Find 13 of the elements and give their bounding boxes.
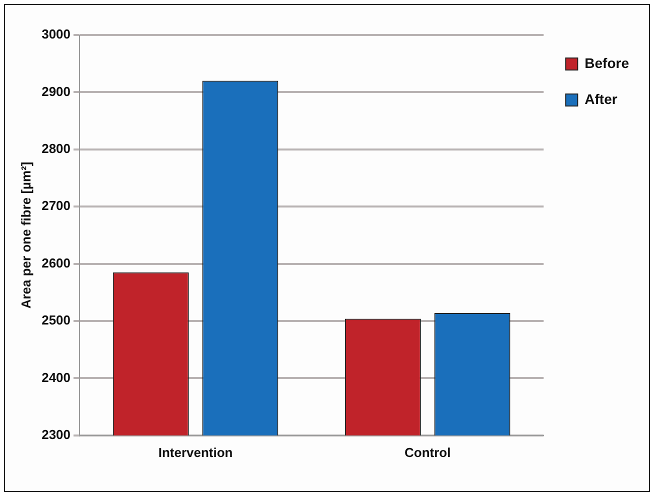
- legend-label: After: [584, 90, 618, 107]
- x-tick-label: Intervention: [158, 444, 233, 460]
- y-tick-label: 2400: [42, 370, 71, 385]
- y-axis-title: Area per one fibre [µm²]: [18, 162, 34, 309]
- legend-label: Before: [584, 54, 630, 71]
- y-tick-label: 2700: [42, 198, 71, 214]
- y-tick-label: 2600: [42, 255, 71, 270]
- y-tick-label: 2900: [42, 84, 71, 99]
- y-tick-label: 2300: [42, 426, 71, 442]
- x-tick-label: Control: [404, 444, 451, 460]
- y-tick-label: 3000: [42, 26, 71, 42]
- y-tick-label: 2800: [42, 140, 71, 156]
- y-tick-label: 2500: [42, 312, 71, 328]
